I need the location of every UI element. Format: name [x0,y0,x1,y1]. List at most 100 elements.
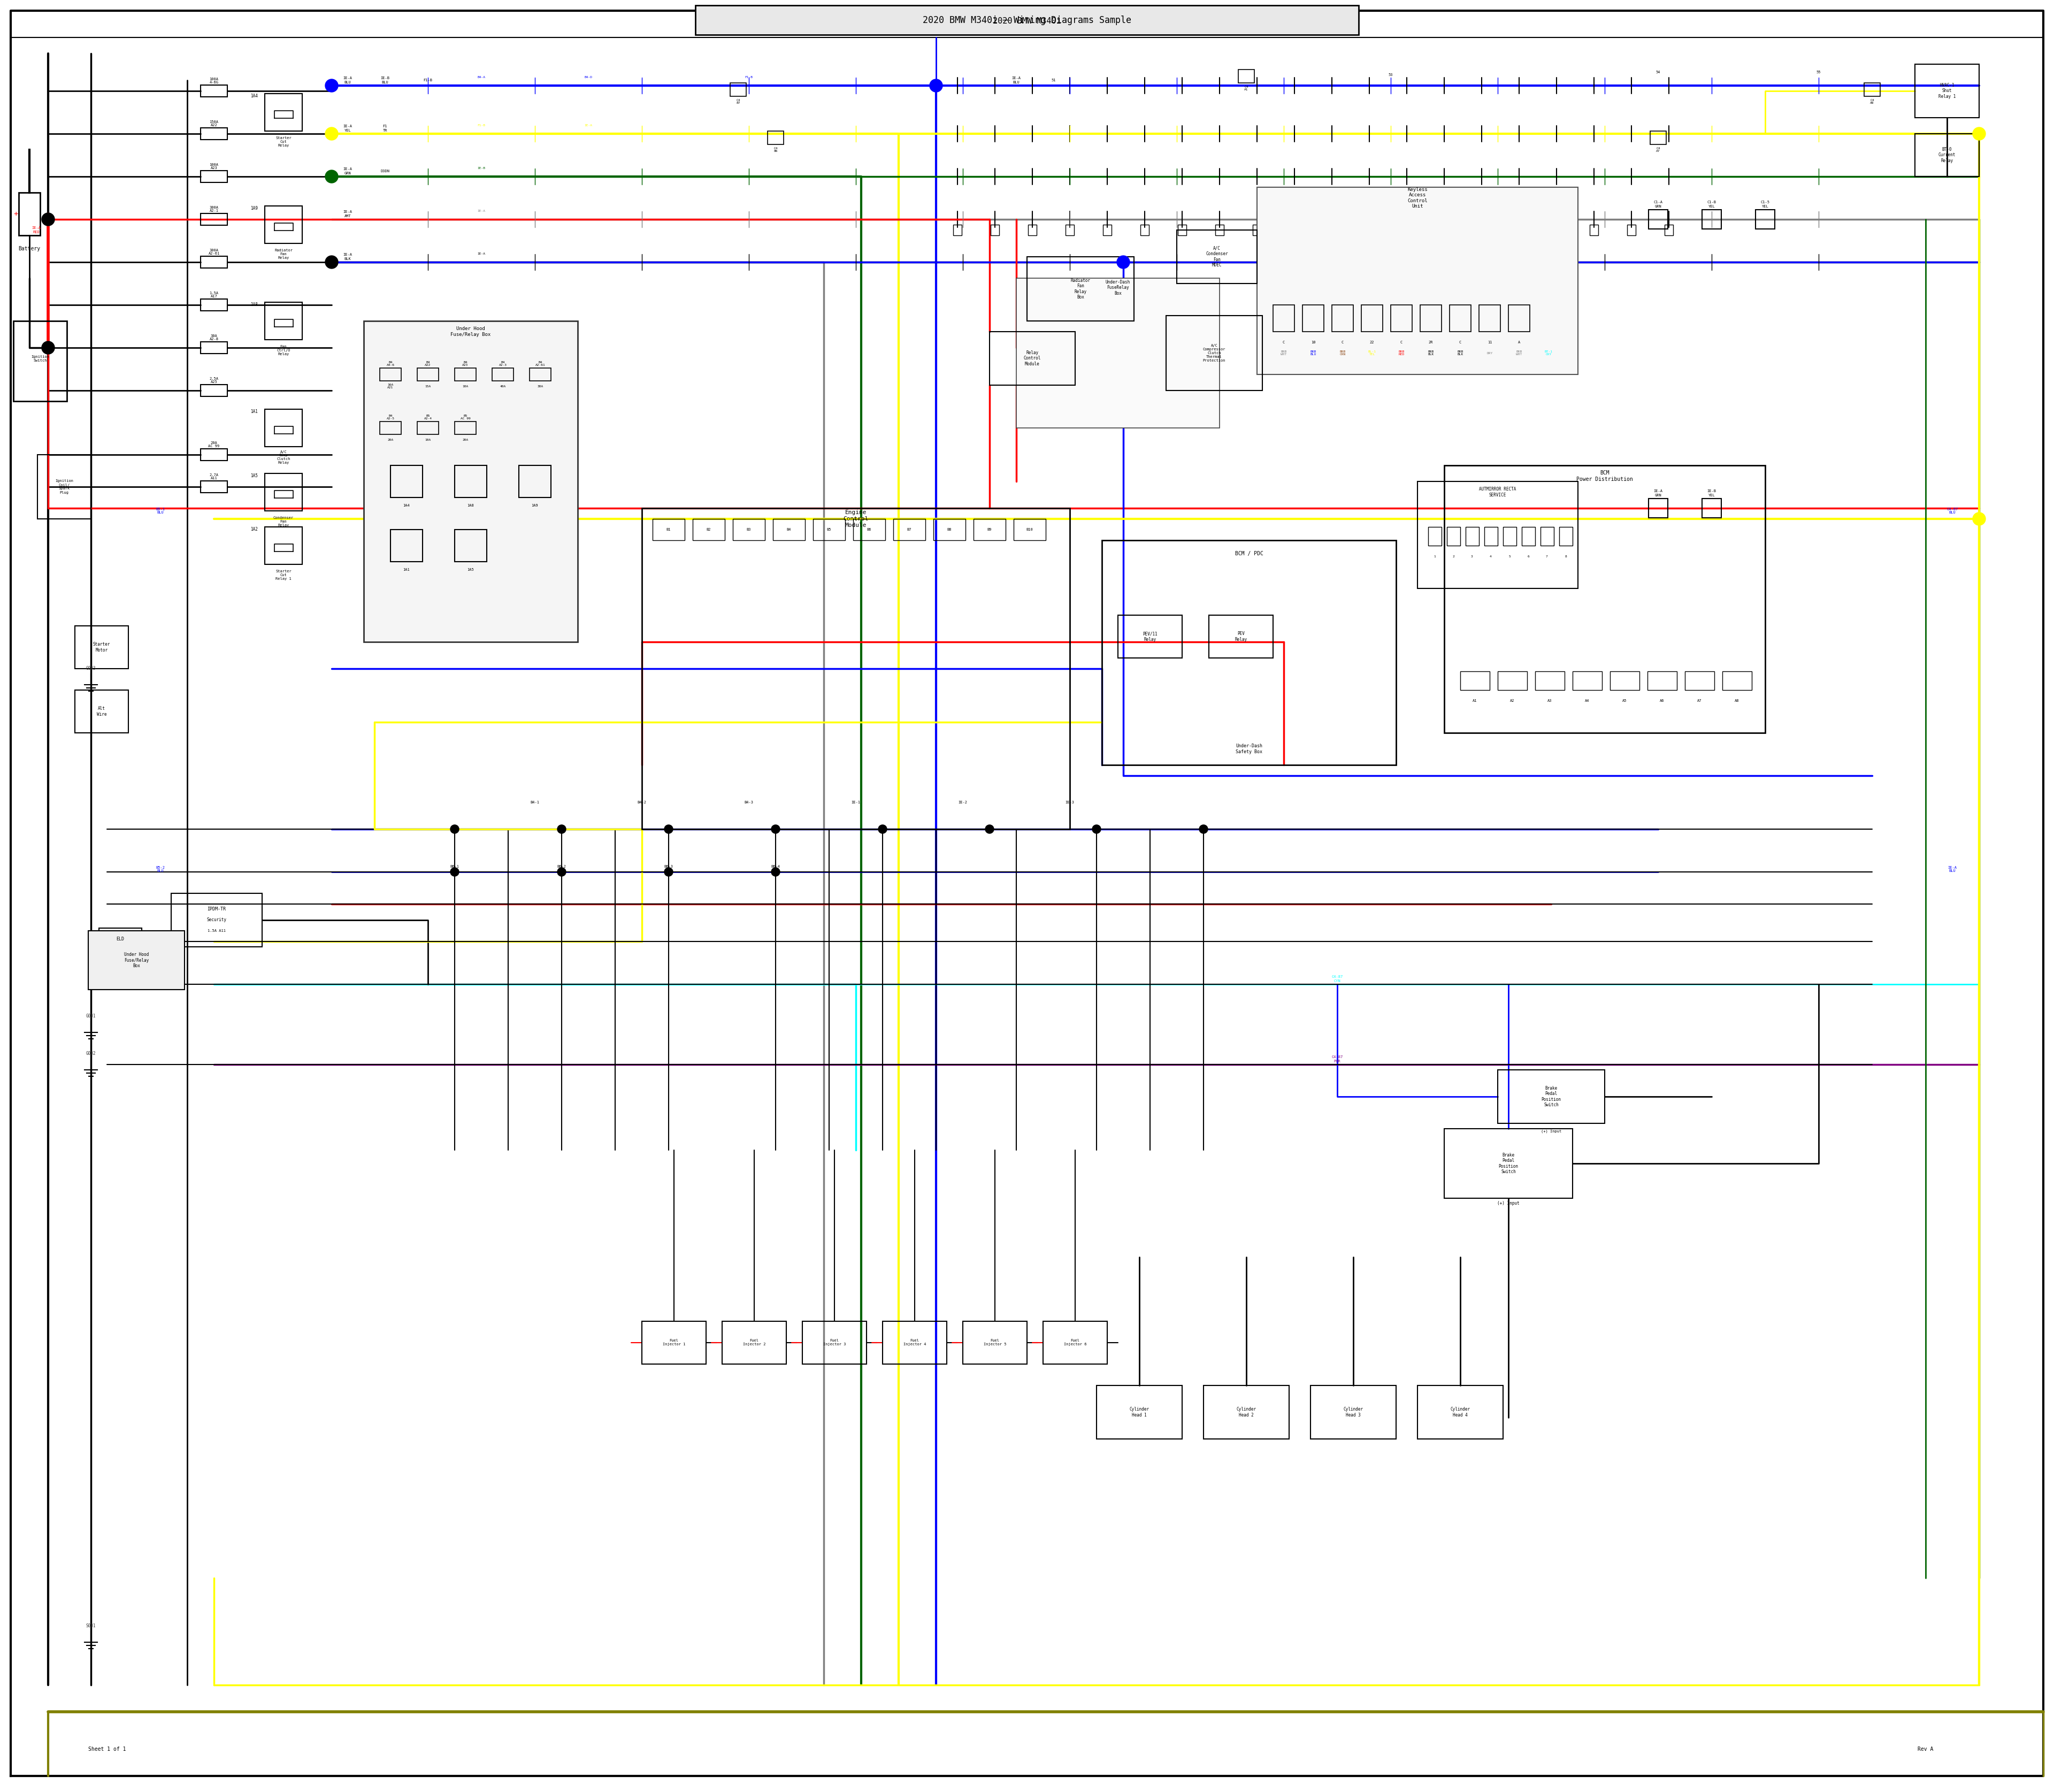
Bar [1649,210,1668,229]
Bar [1362,305,1382,332]
Bar [1534,672,1565,690]
Bar [1756,210,1775,229]
Text: C4-87
CYN: C4-87 CYN [1331,975,1343,982]
Text: IE-B: IE-B [477,167,485,170]
Text: B5
AC 99: B5 AC 99 [460,414,470,419]
Circle shape [663,824,674,833]
Text: B6-1: B6-1 [450,866,460,867]
Text: A5: A5 [1623,699,1627,702]
Bar [201,170,228,183]
Text: 10A: 10A [425,439,431,441]
Text: Rev A: Rev A [1918,1747,1933,1753]
Text: Cylinder
Head 4: Cylinder Head 4 [1450,1407,1471,1417]
Text: B6-4: B6-4 [770,866,781,867]
Circle shape [1200,824,1208,833]
Text: C1-A
GRN: C1-A GRN [1653,201,1664,208]
Bar [1117,615,1183,658]
Text: 2.7A
A11: 2.7A A11 [210,473,218,480]
Bar [265,303,302,340]
Circle shape [41,340,55,355]
Text: C1-5
YEL: C1-5 YEL [1760,201,1771,208]
Bar [1684,672,1715,690]
Text: C4
86: C4 86 [774,147,778,152]
Text: 15A: 15A [425,385,431,387]
Circle shape [663,867,674,876]
Bar [1177,229,1257,283]
Text: B6: B6 [867,529,871,530]
Circle shape [1093,824,1101,833]
Bar [1204,1385,1290,1439]
Bar [1101,539,1397,765]
Text: B9: B9 [988,529,992,530]
Text: BRB
BLK: BRB BLK [1456,349,1462,357]
Text: Radiator
Fan
Relay
Box: Radiator Fan Relay Box [1070,278,1091,299]
Text: F1-B: F1-B [746,77,754,79]
Bar [1290,224,1298,235]
Bar [201,480,228,493]
Bar [520,466,550,498]
Text: 10: 10 [1310,340,1315,344]
Text: F1-B: F1-B [477,124,485,127]
Bar [265,206,302,244]
Text: Brake
Pedal
Position
Switch: Brake Pedal Position Switch [1499,1152,1518,1174]
Bar [1516,224,1524,235]
Bar [1331,305,1354,332]
Bar [1649,498,1668,518]
Bar [1590,224,1598,235]
Bar [1417,1385,1504,1439]
Text: IE-A
YEL: IE-A YEL [343,125,351,133]
Text: 1A5: 1A5 [468,568,474,572]
Text: BRB
RED: BRB RED [1399,349,1405,357]
Bar [88,930,185,989]
Bar [990,332,1074,385]
Text: B3: B3 [746,529,752,530]
Bar [729,82,746,97]
Bar [1017,278,1220,428]
Text: 2.5A
A25: 2.5A A25 [210,376,218,383]
Bar [1253,224,1261,235]
Circle shape [1117,256,1130,269]
Bar [1210,615,1273,658]
Text: 150A
A22: 150A A22 [210,120,218,127]
Text: B6-2: B6-2 [557,866,567,867]
Text: A: A [1518,340,1520,344]
Text: Radiator
Fan
Relay: Radiator Fan Relay [275,249,292,260]
Text: BCM
Power Distribution: BCM Power Distribution [1575,470,1633,482]
Text: 1A8: 1A8 [251,303,259,306]
Text: 300A
A2-1: 300A A2-1 [210,206,218,213]
Bar [201,385,228,396]
Bar [201,299,228,310]
Text: IE-1: IE-1 [850,801,861,805]
Text: IE-A
BLU: IE-A BLU [343,77,351,84]
Text: BT-1
CRY: BT-1 CRY [1545,349,1553,357]
Bar [1522,527,1534,545]
Text: A6: A6 [1660,699,1664,702]
Text: C: C [1458,340,1460,344]
Text: 22: 22 [1370,340,1374,344]
Bar [1140,224,1148,235]
Bar [1573,672,1602,690]
Bar [265,527,302,564]
Bar [974,520,1006,539]
Text: PEV/11
Relay: PEV/11 Relay [1142,631,1158,642]
Bar [201,127,228,140]
Circle shape [41,213,55,226]
Text: F1
TR: F1 TR [382,125,388,133]
Text: IE-A
BLK: IE-A BLK [343,253,351,260]
Bar [1419,305,1442,332]
Bar [813,520,844,539]
Bar [390,466,423,498]
Text: B4-2: B4-2 [637,801,647,805]
Text: 1A8: 1A8 [468,504,474,507]
Bar [390,530,423,561]
Text: B5-1
BLU: B5-1 BLU [156,507,164,514]
Text: IE-A: IE-A [477,253,485,256]
Bar [201,84,228,97]
Text: 1A1: 1A1 [251,410,259,414]
Text: Sheet 1 of 1: Sheet 1 of 1 [88,1747,125,1753]
Text: IE-A: IE-A [585,124,592,127]
Text: IE-3: IE-3 [1066,801,1074,805]
Text: G003: G003 [86,667,97,670]
Bar [696,5,1358,34]
Bar [1508,305,1530,332]
